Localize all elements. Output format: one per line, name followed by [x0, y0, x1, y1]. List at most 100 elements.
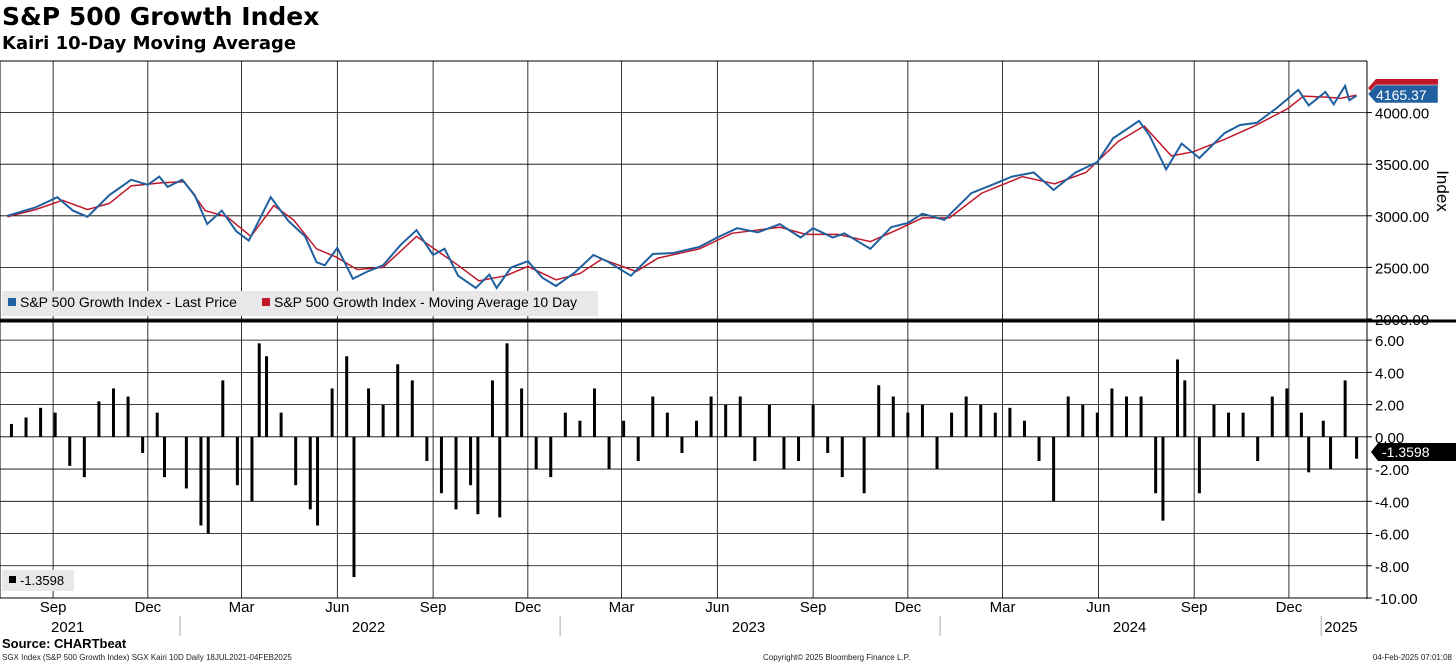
chart-subtitle: Kairi 10-Day Moving Average	[2, 33, 297, 54]
kairi-bar	[1008, 407, 1012, 437]
kairi-bar	[367, 388, 371, 437]
kairi-bar	[111, 388, 115, 437]
source-note: Source: CHARTbeat	[2, 636, 127, 651]
kairi-bar	[964, 396, 968, 437]
x-month-label: Dec	[1276, 599, 1303, 616]
kairi-bar	[82, 436, 86, 478]
bottom-tick-label: -8.00	[1375, 559, 1409, 576]
kairi-bar	[68, 436, 72, 466]
x-month-label: Sep	[40, 599, 67, 616]
kairi-bar	[265, 356, 269, 437]
x-month-label: Dec	[134, 599, 161, 616]
kairi-value-tag: -1.3598	[1371, 443, 1456, 461]
footer-copyright: Copyright© 2025 Bloomberg Finance L.P.	[763, 653, 911, 662]
kairi-bar	[126, 396, 130, 437]
kairi-bar	[680, 436, 684, 453]
top-tick-label: 3500.00	[1375, 157, 1429, 174]
kairi-bar	[753, 436, 757, 461]
kairi-bar	[308, 436, 312, 510]
kairi-bar	[498, 436, 502, 518]
kairi-bar	[439, 436, 443, 494]
footer-timestamp: 04-Feb-2025 07:01:08	[1372, 653, 1452, 662]
kairi-bar	[221, 380, 225, 437]
legend-swatch-last-price	[8, 298, 16, 306]
last-price-label: 4165.37	[1376, 87, 1427, 103]
kairi-bar	[490, 380, 494, 437]
x-month-label: Sep	[1181, 599, 1208, 616]
kairi-bar	[330, 388, 334, 437]
x-year-label: 2025	[1324, 619, 1357, 636]
kairi-bar	[979, 404, 983, 437]
kairi-bar	[505, 343, 509, 437]
kairi-bar	[1154, 436, 1158, 494]
top-legend-box	[2, 291, 598, 316]
bottom-tick-label: -4.00	[1375, 494, 1409, 511]
x-month-label: Mar	[990, 599, 1016, 616]
last-price-tag: 4165.37	[1367, 84, 1439, 104]
x-year-label: 2024	[1113, 619, 1146, 636]
kairi-bar	[294, 436, 298, 486]
kairi-bar	[767, 404, 771, 437]
bottom-tick-label: -10.00	[1375, 591, 1418, 608]
legend-label-kairi: -1.3598	[20, 573, 64, 588]
kairi-bar	[782, 436, 786, 470]
kairi-bar	[39, 407, 43, 437]
kairi-bar	[950, 412, 954, 437]
kairi-bar	[1307, 436, 1311, 473]
kairi-bar	[1081, 404, 1085, 437]
top-tick-label: 2000.00	[1375, 312, 1429, 329]
grid-lines	[0, 60, 1456, 599]
x-month-label: Jun	[1086, 599, 1110, 616]
kairi-bar	[1183, 380, 1187, 437]
kairi-bar	[1124, 396, 1128, 437]
kairi-bar	[724, 404, 728, 437]
kairi-bar	[534, 436, 538, 470]
kairi-bar	[381, 404, 385, 437]
kairi-bar	[316, 436, 320, 526]
x-month-label: Sep	[420, 599, 447, 616]
moving-average-line	[7, 94, 1357, 282]
kairi-bar	[651, 396, 655, 437]
kairi-bar	[520, 388, 524, 437]
kairi-bar	[1095, 412, 1099, 437]
legend-swatch-moving-average	[262, 298, 270, 306]
x-month-label: Mar	[229, 599, 255, 616]
kairi-bar	[155, 412, 159, 437]
kairi-bar	[162, 436, 166, 478]
bottom-tick-label: 2.00	[1375, 398, 1404, 415]
top-tick-label: 4000.00	[1375, 106, 1429, 123]
bottom-tick-label: 6.00	[1375, 333, 1404, 350]
kairi-bar	[840, 436, 844, 478]
kairi-bar	[97, 401, 101, 437]
kairi-bar	[549, 436, 553, 478]
axes: 2000.00 2500.00 3000.00 3500.00 4000.00 -10.0…	[40, 106, 1429, 636]
kairi-bar	[24, 417, 28, 437]
kairi-bar	[199, 436, 203, 526]
x-month-label: Jun	[325, 599, 349, 616]
kairi-bar	[607, 436, 611, 470]
kairi-bar	[1139, 396, 1143, 437]
kairi-bar	[877, 385, 881, 437]
kairi-bar	[1197, 436, 1201, 494]
kairi-bar	[1329, 436, 1333, 470]
kairi-bar	[279, 412, 283, 437]
top-tick-label: 3000.00	[1375, 209, 1429, 226]
bottom-tick-label: -2.00	[1375, 462, 1409, 479]
x-month-label: Mar	[609, 599, 635, 616]
kairi-bar	[862, 436, 866, 494]
x-year-label: 2022	[352, 619, 385, 636]
kairi-bar	[811, 404, 815, 437]
kairi-bar	[53, 412, 57, 437]
kairi-bar	[425, 436, 429, 461]
kairi-bar	[1256, 436, 1260, 461]
y-axis-title: Index	[1433, 170, 1452, 212]
bottom-tick-label: 4.00	[1375, 365, 1404, 382]
bottom-legend-box	[2, 570, 74, 591]
kairi-bar	[476, 436, 480, 515]
kairi-bar	[1110, 388, 1114, 437]
kairi-bar	[1270, 396, 1274, 437]
kairi-bar	[1299, 412, 1303, 437]
kairi-bar	[636, 436, 640, 461]
footer-series-note: SGX Index (S&P 500 Growth Index) SGX Kai…	[2, 653, 292, 662]
